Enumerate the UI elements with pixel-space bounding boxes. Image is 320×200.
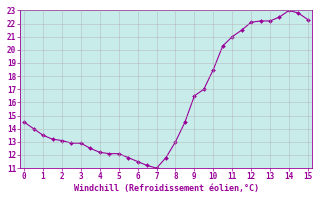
X-axis label: Windchill (Refroidissement éolien,°C): Windchill (Refroidissement éolien,°C) xyxy=(74,184,259,193)
